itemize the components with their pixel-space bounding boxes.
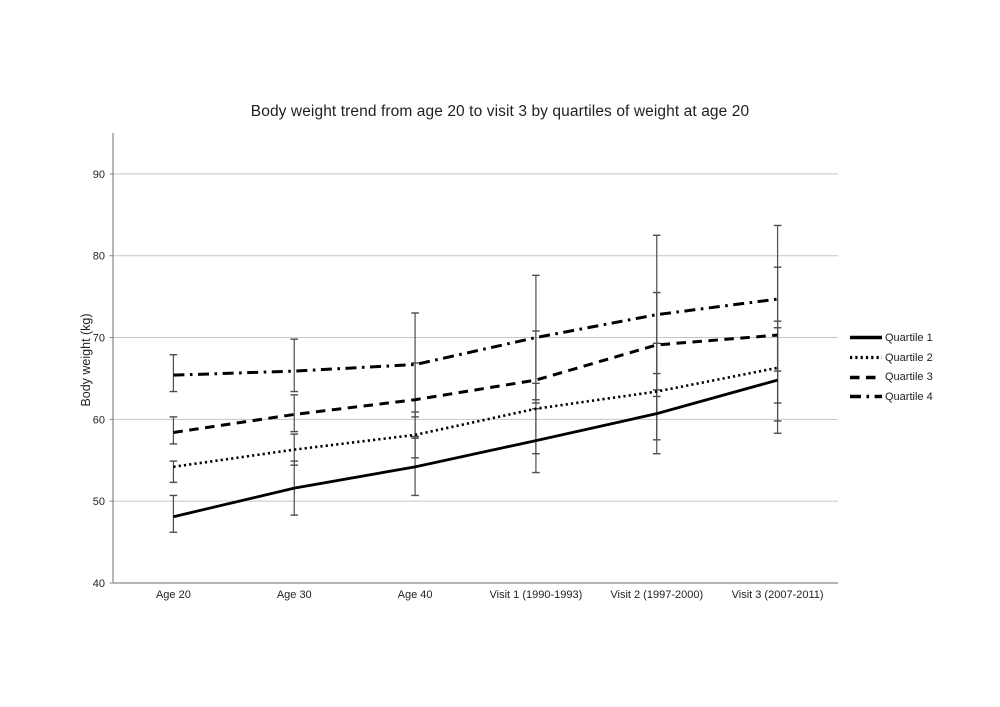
dotted-line-icon — [850, 355, 882, 360]
legend: Quartile 1 Quartile 2 Quartile 3 Quartil… — [849, 328, 933, 407]
x-tick-label: Age 20 — [156, 589, 191, 601]
y-tick-label: 40 — [93, 578, 105, 590]
legend-item-quartile-4: Quartile 4 — [849, 387, 933, 407]
x-tick-label: Age 30 — [277, 589, 312, 601]
x-tick-label: Visit 3 (2007-2011) — [732, 589, 824, 601]
y-tick-label: 50 — [93, 496, 105, 508]
legend-item-quartile-1: Quartile 1 — [849, 328, 933, 348]
series-line-quartile-3 — [173, 333, 778, 434]
series-line-quartile-1 — [173, 378, 778, 519]
series-line-quartile-2 — [173, 366, 778, 469]
y-tick-label: 90 — [93, 169, 105, 181]
chart-title: Body weight trend from age 20 to visit 3… — [250, 103, 750, 120]
legend-item-quartile-2: Quartile 2 — [849, 348, 933, 368]
x-tick-label: Visit 1 (1990-1993) — [490, 589, 583, 601]
legend-label: Quartile 3 — [885, 371, 933, 384]
y-tick-label: 60 — [93, 414, 105, 426]
legend-label: Quartile 4 — [885, 390, 933, 403]
series-line-quartile-4 — [173, 297, 778, 377]
y-tick-label: 70 — [93, 333, 105, 345]
dashed-line-icon — [850, 375, 882, 380]
legend-label: Quartile 2 — [885, 351, 933, 364]
legend-label: Quartile 1 — [885, 331, 933, 344]
x-tick-label: Visit 2 (1997-2000) — [610, 589, 703, 601]
y-tick-label: 80 — [93, 251, 105, 263]
legend-item-quartile-3: Quartile 3 — [849, 367, 933, 387]
solid-line-icon — [850, 336, 882, 340]
x-tick-label: Age 40 — [398, 589, 433, 601]
dash-dot-line-icon — [850, 395, 882, 399]
